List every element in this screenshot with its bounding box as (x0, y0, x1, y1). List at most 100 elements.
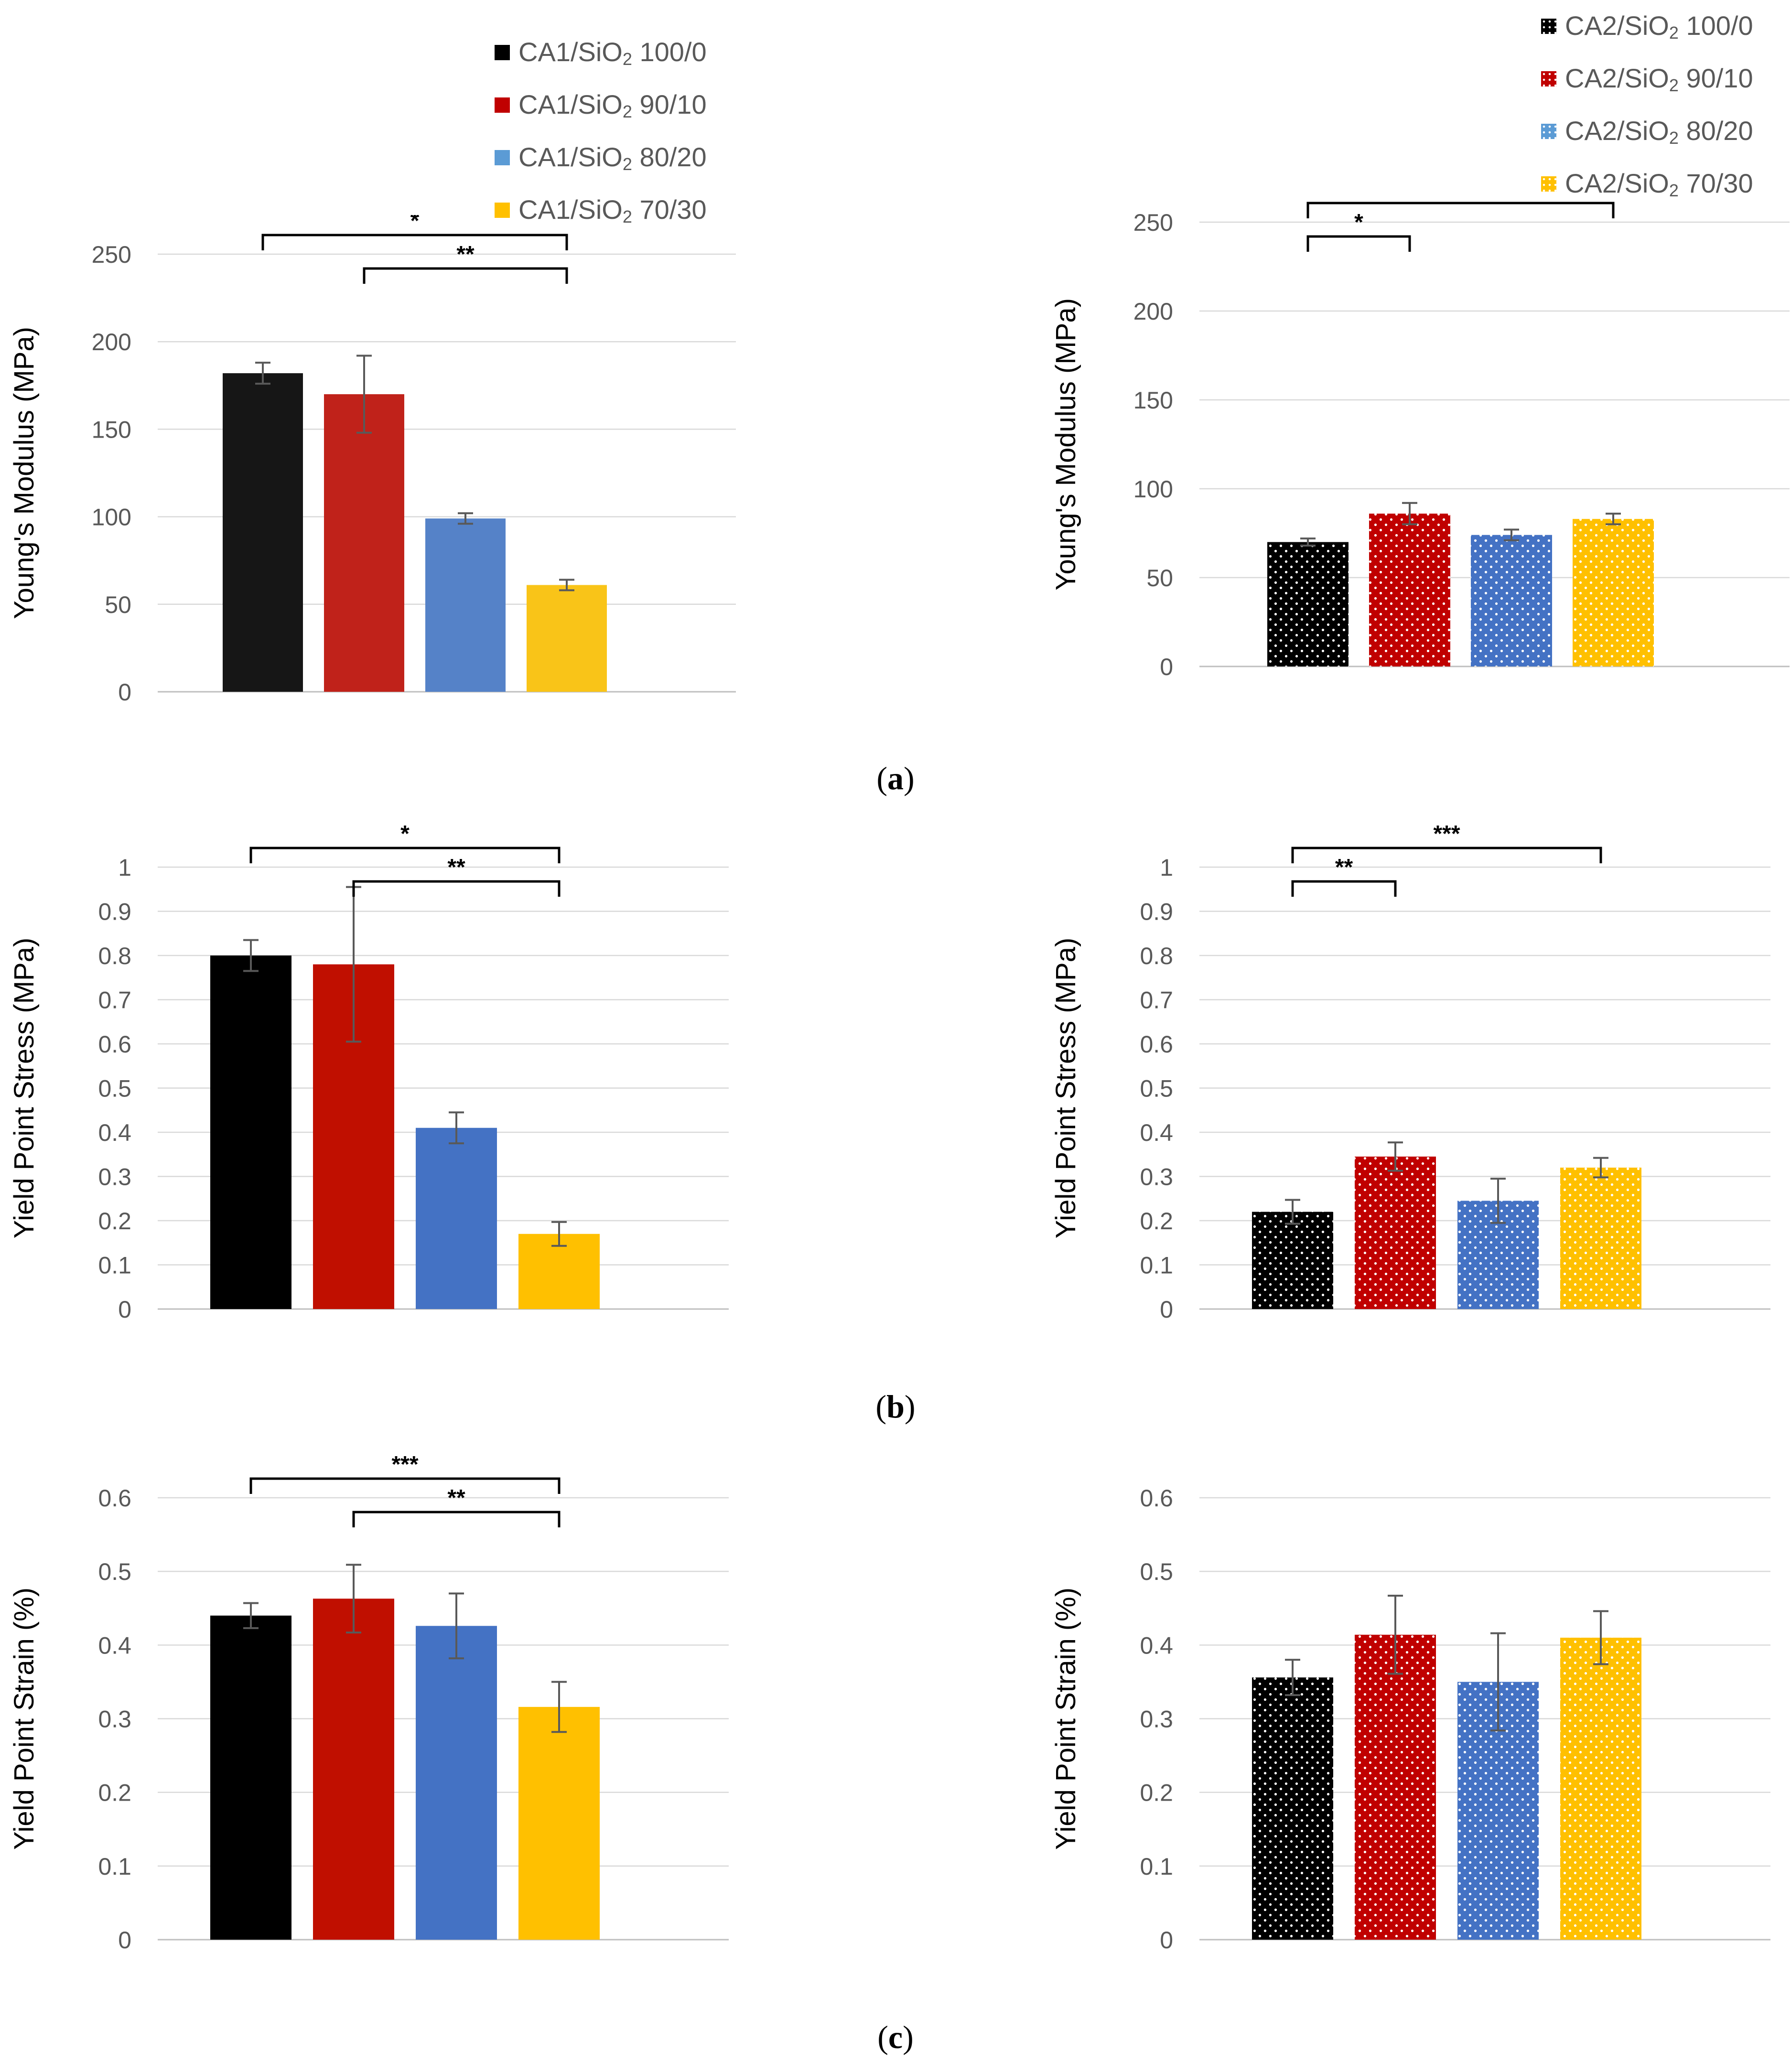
legend-right: CA2/SiO2 100/0 CA2/SiO2 90/10 CA2/SiO2 8… (1541, 0, 1753, 210)
significance-bracket (261, 234, 568, 250)
y-tick-label: 0 (1160, 1927, 1173, 1954)
bar (1355, 1634, 1436, 1940)
y-tick-label: 0.4 (98, 1119, 131, 1146)
legend-swatch (495, 203, 510, 218)
significance-label: ** (456, 242, 475, 267)
bar (1560, 1637, 1641, 1940)
y-tick-label: 0.5 (1140, 1075, 1173, 1102)
y-tick-label: 200 (92, 329, 131, 355)
error-bar (1593, 1157, 1608, 1179)
bar (210, 955, 291, 1309)
legend-label: CA1/SiO2 70/30 (518, 194, 707, 226)
significance-label: * (1456, 191, 1465, 202)
y-tick-label: 100 (92, 504, 131, 531)
y-tick-label: 0.1 (98, 1853, 131, 1880)
y-tick-label: 0.6 (1140, 1031, 1173, 1058)
significance-bracket (1306, 202, 1615, 218)
error-bar (1490, 1178, 1506, 1224)
y-tick-label: 0.8 (1140, 943, 1173, 969)
bar (1369, 514, 1450, 666)
legend-item: CA1/SiO2 70/30 (495, 184, 707, 236)
y-tick-label: 0.3 (98, 1706, 131, 1733)
y-tick-label: 0.4 (1140, 1119, 1173, 1146)
bar (223, 373, 303, 692)
chart-a-right: 0 50 100 150 200 250 Young's Modulus (MPa) * * (1050, 191, 1790, 680)
y-tick-label: 50 (105, 591, 131, 618)
bar (1471, 535, 1552, 666)
y-axis-label: Yield Point Strain (%) (1050, 1588, 1081, 1850)
error-bar (243, 1602, 259, 1629)
legend-item: CA2/SiO2 90/10 (1541, 53, 1753, 105)
significance-label: ** (447, 855, 465, 880)
y-tick-label: 0.5 (98, 1558, 131, 1585)
legend-item: CA2/SiO2 80/20 (1541, 105, 1753, 158)
error-bar (551, 1221, 567, 1247)
y-tick-label: 250 (92, 241, 131, 268)
significance-bracket (352, 1511, 561, 1527)
y-tick-label: 0 (118, 1927, 131, 1954)
y-axis-label: Yield Point Strain (%) (9, 1588, 40, 1850)
error-bar (1388, 1595, 1403, 1675)
y-axis-label: Young's Modulus (MPa) (1050, 298, 1081, 590)
legend-swatch (1541, 71, 1556, 86)
y-tick-label: 0.2 (1140, 1208, 1173, 1235)
bar (1560, 1168, 1641, 1309)
bar (527, 585, 607, 692)
y-tick-label: 250 (1133, 209, 1173, 236)
y-axis-label: Yield Point Stress (MPa) (9, 938, 40, 1239)
y-tick-label: 0.8 (98, 943, 131, 969)
chart-b-left: 0 0.1 0.2 0.3 0.4 0.5 0.6 0.7 0.8 0.9 1 Yield Point… (9, 821, 729, 1323)
significance-label: * (1354, 210, 1363, 235)
bar (425, 518, 506, 692)
significance-label: *** (1433, 821, 1460, 847)
bar (1355, 1156, 1436, 1309)
bar (1252, 1212, 1333, 1309)
y-tick-label: 1 (1160, 854, 1173, 881)
y-tick-label: 200 (1133, 298, 1173, 325)
significance-label: *** (391, 1452, 418, 1477)
legend-item: CA2/SiO2 70/30 (1541, 158, 1753, 210)
y-tick-label: 0.3 (98, 1164, 131, 1191)
legend-swatch (495, 97, 510, 113)
chart-c-left: 0 0.1 0.2 0.3 0.4 0.5 0.6 Yield Point Strain (%… (9, 1452, 729, 1954)
bar (313, 1599, 394, 1940)
bar (416, 1626, 497, 1940)
y-tick-label: 0.6 (1140, 1485, 1173, 1512)
y-tick-label: 0.2 (98, 1780, 131, 1806)
error-bar (1402, 502, 1417, 526)
significance-label: * (400, 821, 410, 847)
y-axis-label: Yield Point Stress (MPa) (1050, 938, 1081, 1239)
error-bar (1388, 1141, 1403, 1172)
y-tick-label: 50 (1146, 565, 1173, 591)
bar (1252, 1677, 1333, 1940)
y-axis-label: Young's Modulus (MPa) (9, 327, 40, 619)
significance-label: ** (1335, 855, 1353, 880)
y-tick-label: 0.3 (1140, 1706, 1173, 1733)
significance-bracket (1306, 235, 1411, 252)
y-tick-label: 0.7 (98, 987, 131, 1014)
error-bar (1285, 1199, 1300, 1225)
y-tick-label: 0 (1160, 654, 1173, 680)
error-bar (1504, 528, 1519, 541)
y-tick-label: 0.5 (98, 1075, 131, 1102)
y-tick-label: 0.6 (98, 1485, 131, 1512)
y-tick-label: 0.1 (1140, 1252, 1173, 1279)
y-tick-label: 0.5 (1140, 1558, 1173, 1585)
y-tick-label: 1 (118, 854, 131, 881)
y-tick-label: 0 (118, 679, 131, 706)
y-tick-label: 0.9 (1140, 899, 1173, 925)
legend-swatch (1541, 176, 1556, 192)
y-tick-label: 0.1 (1140, 1853, 1173, 1880)
panel-label-c: (c) (877, 2019, 914, 2055)
panel-label-b: (b) (875, 1388, 916, 1425)
bar (324, 394, 404, 692)
error-bar (1300, 537, 1316, 547)
significance-bracket (363, 267, 568, 284)
error-bar (255, 362, 270, 385)
legend-label: CA2/SiO2 80/20 (1565, 115, 1753, 148)
bar (210, 1615, 291, 1940)
significance-bracket (249, 1477, 561, 1494)
y-tick-label: 100 (1133, 476, 1173, 503)
significance-bracket (1291, 880, 1397, 897)
